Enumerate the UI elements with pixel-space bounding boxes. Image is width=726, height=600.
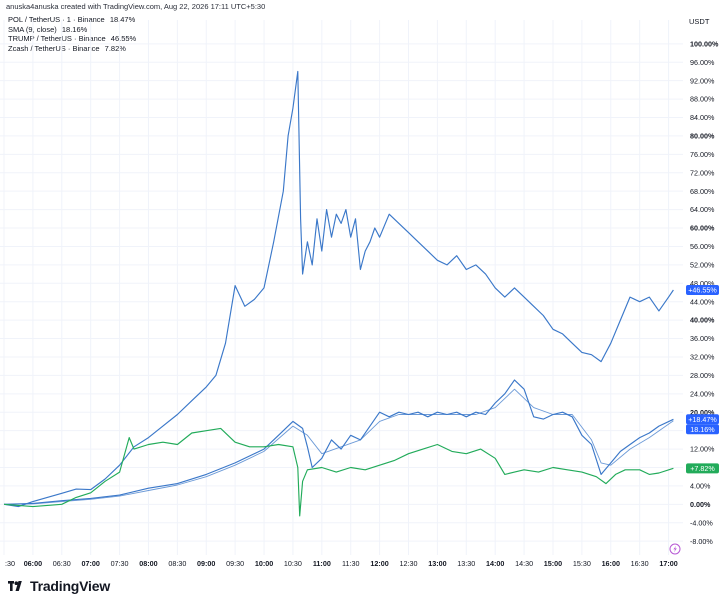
last-value-text: 18.16% — [690, 425, 715, 434]
tradingview-wordmark: TradingView — [30, 578, 111, 594]
y-tick-label: 36.00% — [690, 334, 715, 343]
y-tick-label: 24.00% — [690, 389, 715, 398]
y-tick-label: 60.00% — [690, 224, 715, 233]
series-layer — [3, 70, 674, 517]
y-tick-label: -4.00% — [690, 518, 713, 527]
x-tick-label: 08:30 — [168, 559, 186, 568]
x-tick-label: 10:30 — [284, 559, 302, 568]
series-line — [3, 70, 674, 508]
legend-label-pol: POL / TetherUS · 1 · Binance — [8, 15, 105, 24]
legend-value-pol: 18.47% — [109, 15, 136, 24]
y-tick-label: 44.00% — [690, 297, 715, 306]
legend-row-pol[interactable]: POL / TetherUS · 1 · Binance 18.47% — [8, 15, 136, 25]
x-tick-label: 08:00 — [139, 559, 157, 568]
axis-unit-label: USDT — [689, 17, 710, 26]
y-tick-label: 88.00% — [690, 95, 715, 104]
x-tick-label: 13:30 — [457, 559, 475, 568]
y-tick-label: 28.00% — [690, 371, 715, 380]
badge-layer: +46.55% +18.47%18.16% +7.82% — [686, 284, 719, 474]
y-tick-label: 100.00% — [690, 39, 719, 48]
tradingview-logo-icon — [8, 580, 25, 592]
y-tick-label: 96.00% — [690, 58, 715, 67]
series-line — [3, 388, 674, 505]
legend-label-sma: SMA (9, close) — [8, 24, 57, 34]
legend-label-trump: TRUMP / TetherUS · Binance — [8, 34, 106, 44]
attribution: anuska4anuska created with TradingView.c… — [6, 2, 266, 11]
last-value-badge: 18.16% — [686, 424, 719, 435]
legend-value-zcash: 7.82% — [104, 43, 126, 53]
x-tick-label: 06:00 — [24, 559, 42, 568]
last-value-badge: +18.47% — [686, 414, 719, 425]
legend-value-sma: 18.16% — [61, 24, 88, 34]
legend-label-zcash: Zcash / TetherUS · Binance — [8, 43, 100, 53]
x-tick-label: :30 — [5, 559, 15, 568]
x-tick-label: 11:30 — [342, 559, 359, 568]
x-tick-label: 17:00 — [659, 559, 677, 568]
y-tick-label: 0.00% — [690, 500, 711, 509]
y-tick-label: 68.00% — [690, 187, 715, 196]
series-line — [3, 427, 674, 517]
y-tick-label: 48.00% — [690, 279, 715, 288]
y-tick-label: 52.00% — [690, 260, 715, 269]
y-tick-label: 84.00% — [690, 113, 715, 122]
x-tick-label: 14:00 — [486, 559, 504, 568]
y-tick-label: 80.00% — [690, 132, 715, 141]
x-tick-label: 07:30 — [111, 559, 129, 568]
y-tick-label: 12.00% — [690, 445, 715, 454]
legend-row-trump[interactable]: TRUMP / TetherUS · Binance 46.55% — [8, 34, 136, 44]
grid-layer — [0, 20, 683, 555]
last-value-badge: +46.55% — [686, 284, 719, 295]
y-tick-label: 32.00% — [690, 353, 715, 362]
x-tick-label: 16:30 — [631, 559, 649, 568]
x-tick-label: 09:30 — [226, 559, 244, 568]
y-tick-label: 4.00% — [690, 482, 711, 491]
x-tick-label: 06:30 — [53, 559, 71, 568]
x-tick-label: 16:00 — [602, 559, 620, 568]
x-tick-label: 11:00 — [313, 559, 331, 568]
y-tick-label: 76.00% — [690, 150, 715, 159]
y-tick-label: 56.00% — [690, 242, 715, 251]
y-tick-label: 92.00% — [690, 76, 715, 85]
x-tick-label: 07:00 — [81, 559, 99, 568]
legend-row-sma[interactable]: SMA (9, close) 18.16% — [8, 25, 136, 35]
y-tick-label: 20.00% — [690, 408, 715, 417]
x-tick-label: 09:00 — [197, 559, 215, 568]
x-tick-label: 12:00 — [370, 559, 388, 568]
x-tick-label: 12:30 — [400, 559, 418, 568]
y-tick-label: -8.00% — [690, 537, 713, 546]
x-tick-label: 13:00 — [428, 559, 446, 568]
y-tick-label: 64.00% — [690, 205, 715, 214]
y-tick-label: 72.00% — [690, 168, 715, 177]
last-value-text: +18.47% — [688, 415, 717, 424]
last-value-badge: +7.82% — [686, 463, 719, 474]
x-tick-label: 15:00 — [544, 559, 562, 568]
footer-logo[interactable]: TradingView — [8, 578, 110, 594]
series-line — [3, 379, 674, 505]
last-value-text: +7.82% — [690, 464, 715, 473]
x-tick-label: 10:00 — [255, 559, 273, 568]
legend-value-trump: 46.55% — [110, 34, 137, 44]
last-value-text: +46.55% — [688, 286, 717, 295]
y-tick-label: 40.00% — [690, 316, 715, 325]
x-tick-label: 15:30 — [573, 559, 591, 568]
legend: POL / TetherUS · 1 · Binance 18.47% SMA … — [8, 15, 136, 53]
legend-row-zcash[interactable]: Zcash / TetherUS · Binance 7.82% — [8, 44, 136, 54]
axis-layer: -8.00%-4.00%0.00%4.00%8.00%12.00%16.00%2… — [5, 39, 719, 568]
x-tick-label: 14:30 — [515, 559, 533, 568]
lightning-icon[interactable] — [669, 543, 681, 555]
